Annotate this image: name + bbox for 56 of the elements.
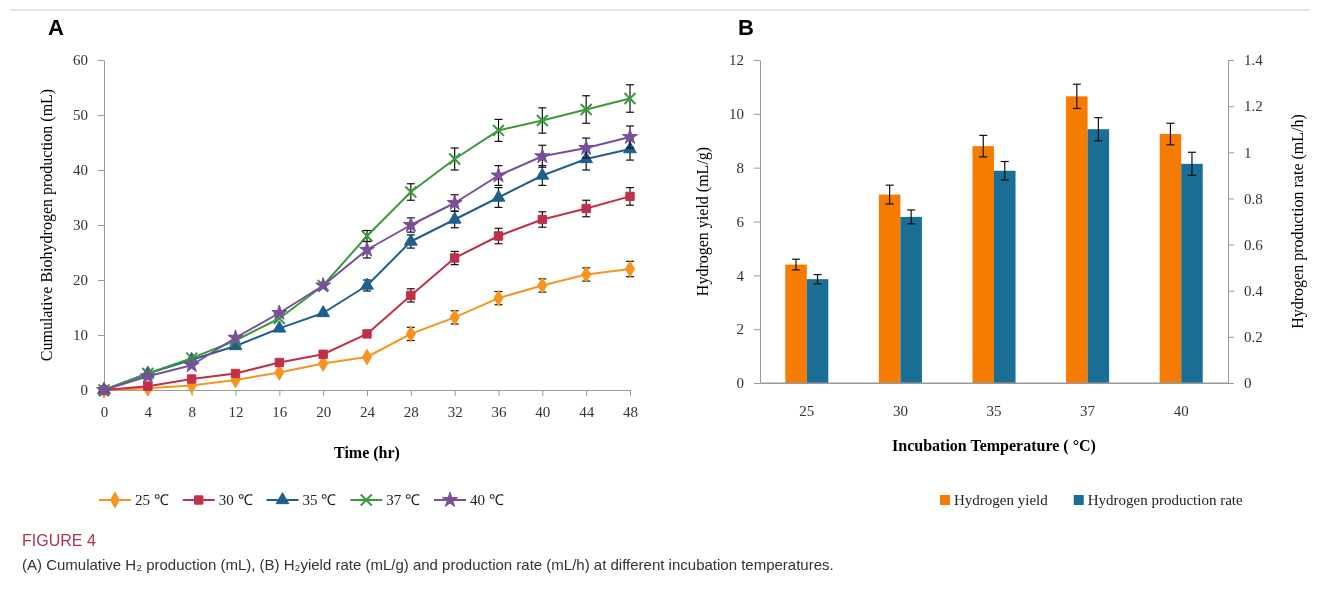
- x-tick-label: 40: [535, 403, 551, 420]
- legend-label: Hydrogen yield: [954, 492, 1049, 508]
- y-tick-label: 0: [80, 382, 88, 399]
- x-tick-label: 30: [892, 402, 908, 419]
- x-tick-label: 8: [188, 403, 196, 420]
- y2-axis-title: Hydrogen production rate (mL/h): [1289, 114, 1307, 329]
- y-tick-label: 40: [73, 162, 88, 179]
- legend-label: 25 ℃: [135, 492, 169, 508]
- y2-tick-label: 0.4: [1244, 283, 1264, 300]
- x-tick-label: 44: [579, 403, 595, 420]
- x-tick-label: 36: [491, 403, 507, 420]
- chart-title: B: [738, 15, 754, 40]
- legend-label: 37 ℃: [386, 492, 420, 508]
- y-axis-title: Hydrogen yield (mL/g): [694, 146, 712, 297]
- x-tick-label: 32: [447, 403, 463, 420]
- legend-label: 40 ℃: [470, 492, 504, 508]
- x-tick-label: 35: [986, 402, 1002, 419]
- x-axis-title: Time (hr): [334, 444, 400, 462]
- y-tick-label: 8: [736, 159, 744, 176]
- y2-tick-label: 0.2: [1244, 329, 1263, 346]
- y2-tick-label: 1: [1244, 144, 1252, 161]
- y2-tick-label: 0.8: [1244, 190, 1263, 207]
- legend-label: Hydrogen production rate: [1087, 492, 1244, 508]
- y-tick-label: 10: [73, 327, 88, 344]
- y-tick-label: 50: [73, 107, 88, 124]
- legend-label: 30 ℃: [218, 492, 253, 508]
- y-tick-label: 10: [729, 106, 744, 123]
- y-tick-label: 6: [736, 213, 745, 230]
- x-tick-label: 40: [1173, 402, 1189, 419]
- x-tick-label: 4: [144, 403, 153, 420]
- x-tick-label: 25: [799, 402, 815, 419]
- x-tick-label: 48: [623, 403, 638, 420]
- chart-title: A: [48, 15, 64, 40]
- y2-tick-label: 1.4: [1244, 52, 1264, 69]
- x-tick-label: 28: [403, 403, 419, 420]
- y2-tick-label: 0: [1244, 375, 1252, 392]
- y-axis-title: Cumulative Biohydrogen production (mL): [38, 88, 56, 362]
- y-tick-label: 2: [736, 321, 744, 338]
- x-tick-label: 37: [1080, 402, 1096, 419]
- x-tick-label: 12: [228, 403, 244, 420]
- y-tick-label: 30: [73, 217, 88, 234]
- caption: FIGURE 4: [22, 532, 96, 549]
- y2-tick-label: 1.2: [1244, 98, 1263, 115]
- x-axis-title: Incubation Temperature ( °C): [892, 437, 1096, 455]
- y2-tick-label: 0.6: [1244, 236, 1264, 253]
- y-tick-label: 0: [736, 375, 744, 392]
- x-tick-label: 24: [360, 403, 376, 420]
- x-tick-label: 20: [316, 403, 332, 420]
- y-tick-label: 12: [729, 52, 744, 69]
- legend-label: 35 ℃: [302, 492, 337, 508]
- text: (A) Cumulative H₂ production (mL), (B) H₂yield rate (mL/g) and production rate (mL/h) at different incubation temperatures.: [22, 556, 834, 573]
- y-tick-label: 60: [73, 52, 88, 69]
- x-tick-label: 0: [100, 403, 109, 420]
- x-tick-label: 16: [272, 403, 288, 420]
- y-tick-label: 20: [73, 272, 88, 289]
- y-tick-label: 4: [736, 267, 745, 284]
